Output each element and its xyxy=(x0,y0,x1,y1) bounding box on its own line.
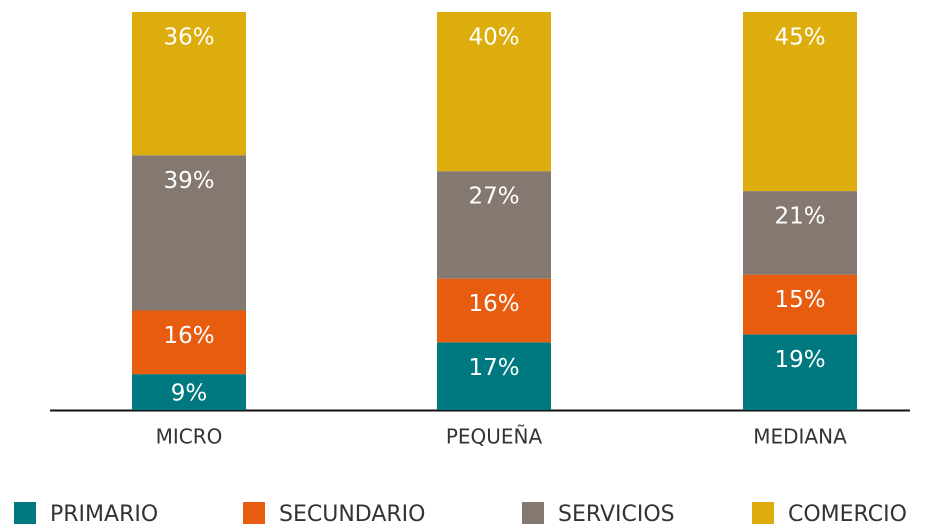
x-tick-label: PEQUEÑA xyxy=(446,425,543,449)
legend-label: SERVICIOS xyxy=(558,502,675,526)
value-label: 9% xyxy=(171,381,208,407)
bar-segment xyxy=(437,342,551,410)
bar-segment xyxy=(132,155,246,311)
value-label: 36% xyxy=(163,25,214,51)
value-label: 16% xyxy=(163,323,214,349)
x-tick-label: MICRO xyxy=(156,425,223,449)
bar-segment xyxy=(132,310,246,375)
value-label: 45% xyxy=(774,25,825,51)
bar-segment xyxy=(743,191,857,275)
value-label: 19% xyxy=(774,347,825,373)
bar-segment xyxy=(132,12,246,156)
bar-segment xyxy=(743,334,857,410)
value-label: 40% xyxy=(468,25,519,51)
legend-label: PRIMARIO xyxy=(50,502,158,526)
legend-swatch xyxy=(522,502,544,524)
bar-segment xyxy=(437,171,551,279)
legend-swatch xyxy=(243,502,265,524)
bar-segment xyxy=(132,374,246,410)
bar-segment xyxy=(437,278,551,343)
value-label: 21% xyxy=(774,204,825,230)
bar-segment xyxy=(743,12,857,192)
bar-segment xyxy=(437,12,551,172)
value-label: 16% xyxy=(468,291,519,317)
value-label: 39% xyxy=(163,168,214,194)
legend-swatch xyxy=(14,502,36,524)
value-label: 15% xyxy=(774,287,825,313)
legend-swatch xyxy=(752,502,774,524)
bar-segment xyxy=(743,274,857,335)
value-label: 27% xyxy=(468,184,519,210)
legend-label: COMERCIO xyxy=(788,502,907,526)
legend-label: SECUNDARIO xyxy=(279,502,425,526)
x-tick-label: MEDIANA xyxy=(753,425,847,449)
value-label: 17% xyxy=(468,355,519,381)
